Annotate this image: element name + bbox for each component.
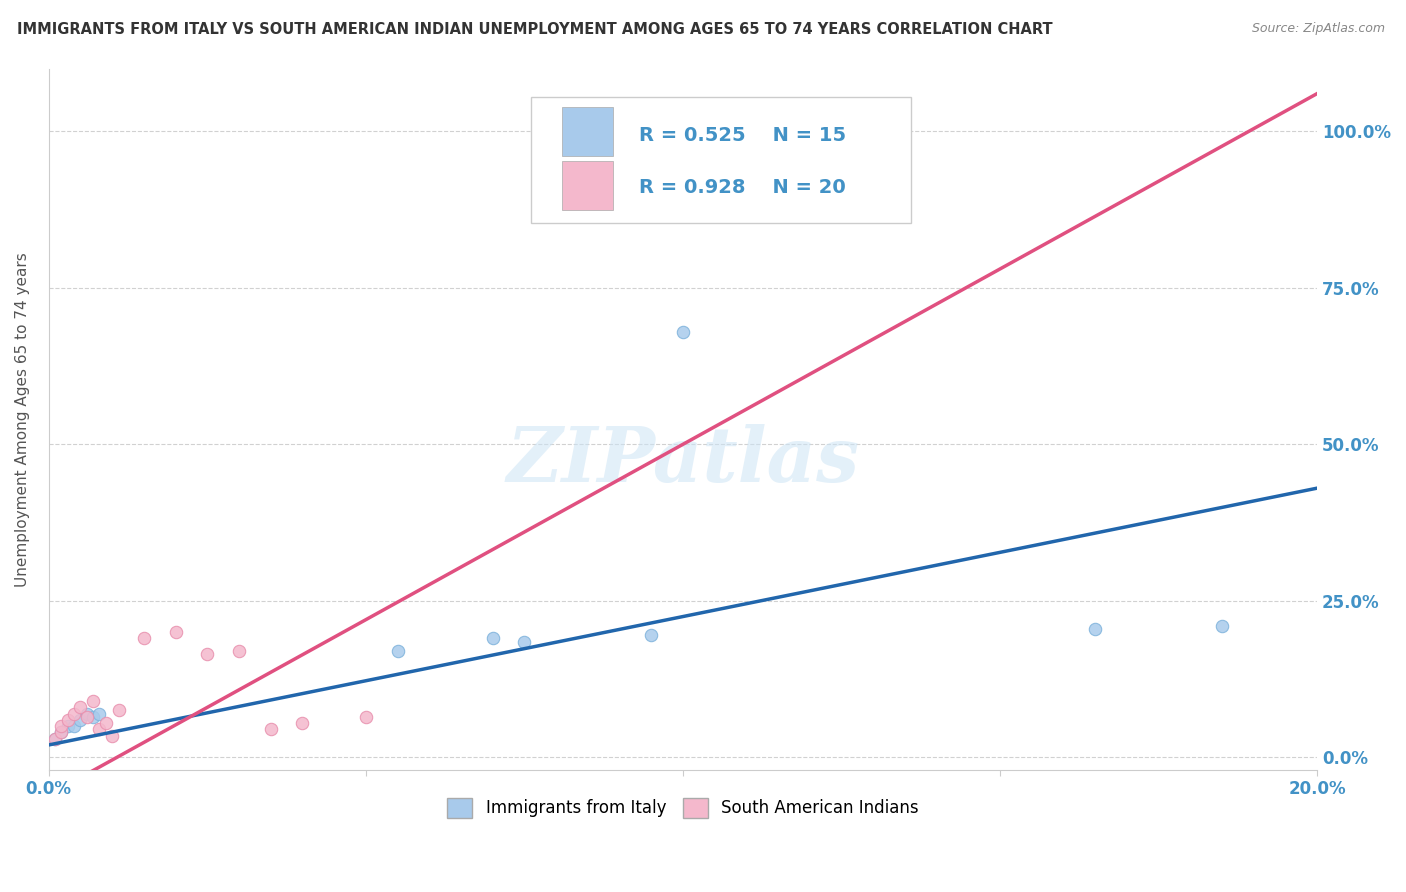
- Point: [101, 729, 124, 743]
- Text: Source: ZipAtlas.com: Source: ZipAtlas.com: [1251, 22, 1385, 36]
- Point: [862, 112, 884, 126]
- Point: [76, 710, 98, 724]
- Point: [132, 632, 155, 646]
- Point: [354, 710, 377, 724]
- Point: [672, 325, 695, 339]
- Point: [51, 725, 73, 739]
- Point: [640, 628, 662, 642]
- FancyBboxPatch shape: [562, 161, 613, 211]
- Point: [1211, 619, 1233, 633]
- Point: [69, 700, 91, 714]
- Point: [56, 713, 79, 727]
- Point: [195, 647, 218, 661]
- FancyBboxPatch shape: [562, 107, 613, 156]
- Point: [56, 719, 79, 733]
- Point: [513, 634, 536, 648]
- Text: R = 0.525    N = 15: R = 0.525 N = 15: [638, 126, 845, 145]
- Point: [63, 719, 86, 733]
- FancyBboxPatch shape: [530, 96, 911, 223]
- Point: [51, 725, 73, 739]
- Point: [89, 706, 111, 721]
- Point: [1084, 622, 1107, 636]
- Y-axis label: Unemployment Among Ages 65 to 74 years: Unemployment Among Ages 65 to 74 years: [15, 252, 30, 587]
- Point: [228, 644, 250, 658]
- Point: [291, 716, 314, 731]
- Point: [44, 731, 66, 746]
- Point: [94, 716, 117, 731]
- Text: IMMIGRANTS FROM ITALY VS SOUTH AMERICAN INDIAN UNEMPLOYMENT AMONG AGES 65 TO 74 : IMMIGRANTS FROM ITALY VS SOUTH AMERICAN …: [17, 22, 1053, 37]
- Text: R = 0.928    N = 20: R = 0.928 N = 20: [638, 178, 845, 197]
- Point: [82, 694, 104, 708]
- Point: [82, 710, 104, 724]
- Point: [76, 706, 98, 721]
- Text: ZIPatlas: ZIPatlas: [506, 425, 859, 499]
- Point: [107, 704, 129, 718]
- Point: [51, 719, 73, 733]
- Point: [387, 644, 409, 658]
- Point: [260, 723, 283, 737]
- Point: [44, 731, 66, 746]
- Point: [63, 706, 86, 721]
- Point: [481, 632, 503, 646]
- Point: [69, 713, 91, 727]
- Legend: Immigrants from Italy, South American Indians: Immigrants from Italy, South American In…: [440, 791, 925, 825]
- Point: [89, 723, 111, 737]
- Point: [165, 625, 187, 640]
